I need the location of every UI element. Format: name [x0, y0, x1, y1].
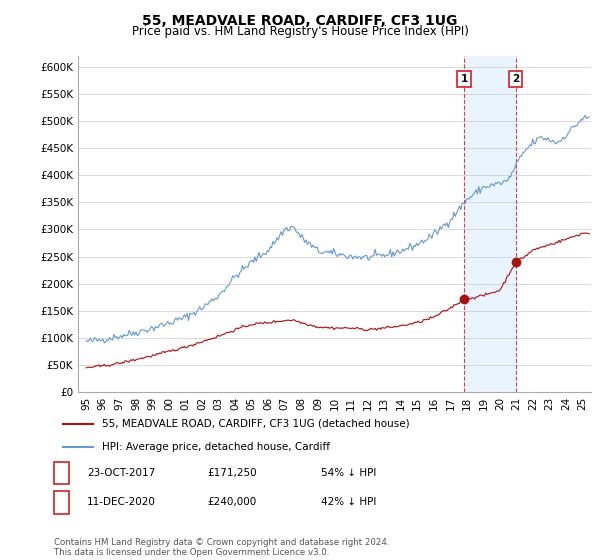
Text: £171,250: £171,250 — [207, 468, 257, 478]
Text: £240,000: £240,000 — [207, 497, 256, 507]
Bar — [464, 56, 516, 392]
Text: 2: 2 — [512, 74, 520, 85]
Text: 11-DEC-2020: 11-DEC-2020 — [87, 497, 156, 507]
Text: Price paid vs. HM Land Registry's House Price Index (HPI): Price paid vs. HM Land Registry's House … — [131, 25, 469, 38]
Text: 55, MEADVALE ROAD, CARDIFF, CF3 1UG: 55, MEADVALE ROAD, CARDIFF, CF3 1UG — [142, 14, 458, 28]
Text: 23-OCT-2017: 23-OCT-2017 — [87, 468, 155, 478]
Text: 54% ↓ HPI: 54% ↓ HPI — [321, 468, 376, 478]
Text: 42% ↓ HPI: 42% ↓ HPI — [321, 497, 376, 507]
Text: 1: 1 — [460, 74, 467, 85]
Text: HPI: Average price, detached house, Cardiff: HPI: Average price, detached house, Card… — [101, 442, 329, 452]
Text: Contains HM Land Registry data © Crown copyright and database right 2024.
This d: Contains HM Land Registry data © Crown c… — [54, 538, 389, 557]
Text: 2: 2 — [58, 497, 65, 507]
Text: 1: 1 — [58, 468, 65, 478]
Text: 55, MEADVALE ROAD, CARDIFF, CF3 1UG (detached house): 55, MEADVALE ROAD, CARDIFF, CF3 1UG (det… — [101, 419, 409, 429]
